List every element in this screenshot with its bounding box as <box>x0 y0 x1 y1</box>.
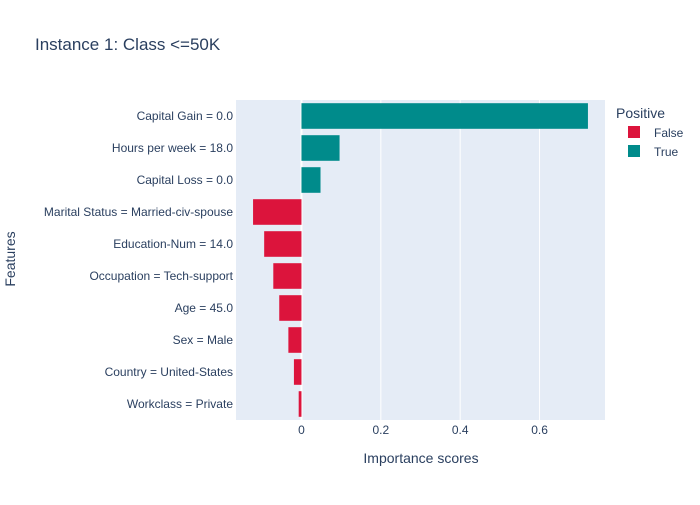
bar-true[interactable] <box>301 135 340 161</box>
chart-title: Instance 1: Class <=50K <box>35 35 221 54</box>
legend-swatch-true[interactable] <box>628 145 640 157</box>
x-tick-labels: 0 0.2 0.4 0.6 <box>298 423 548 437</box>
legend-entries: False True <box>628 126 684 159</box>
x-tick-label: 0.2 <box>372 423 389 437</box>
y-tick-label: Capital Gain = 0.0 <box>137 109 234 123</box>
legend-label-false[interactable]: False <box>654 126 684 140</box>
y-tick-label: Education-Num = 14.0 <box>113 237 233 251</box>
bar-true[interactable] <box>301 167 321 193</box>
y-tick-label: Occupation = Tech-support <box>89 269 233 283</box>
legend-title: Positive <box>616 105 665 121</box>
bar-true[interactable] <box>301 103 588 129</box>
y-tick-label: Country = United-States <box>105 365 233 379</box>
x-tick-label: 0.4 <box>452 423 469 437</box>
y-tick-label: Workclass = Private <box>127 397 233 411</box>
bar-false[interactable] <box>264 231 302 257</box>
legend-swatch-false[interactable] <box>628 126 640 138</box>
plot-background <box>236 100 605 420</box>
y-tick-labels: Capital Gain = 0.0 Hours per week = 18.0 C… <box>44 109 234 411</box>
legend-label-true[interactable]: True <box>654 145 679 159</box>
x-tick-label: 0 <box>298 423 305 437</box>
bar-false[interactable] <box>253 199 302 225</box>
bar-false[interactable] <box>293 359 302 385</box>
y-axis-title: Features <box>2 231 18 286</box>
bars <box>253 103 588 417</box>
bar-false[interactable] <box>273 263 302 289</box>
y-tick-label: Marital Status = Married-civ-spouse <box>44 205 233 219</box>
legend[interactable]: Positive False True <box>616 105 684 159</box>
y-tick-label: Capital Loss = 0.0 <box>137 173 234 187</box>
bar-false[interactable] <box>279 295 302 321</box>
bar-false[interactable] <box>288 327 302 353</box>
x-axis-title: Importance scores <box>363 450 478 466</box>
y-tick-label: Age = 45.0 <box>175 301 234 315</box>
bar-false[interactable] <box>298 391 302 417</box>
x-tick-label: 0.6 <box>531 423 548 437</box>
y-tick-label: Hours per week = 18.0 <box>112 141 233 155</box>
y-tick-label: Sex = Male <box>173 333 234 347</box>
